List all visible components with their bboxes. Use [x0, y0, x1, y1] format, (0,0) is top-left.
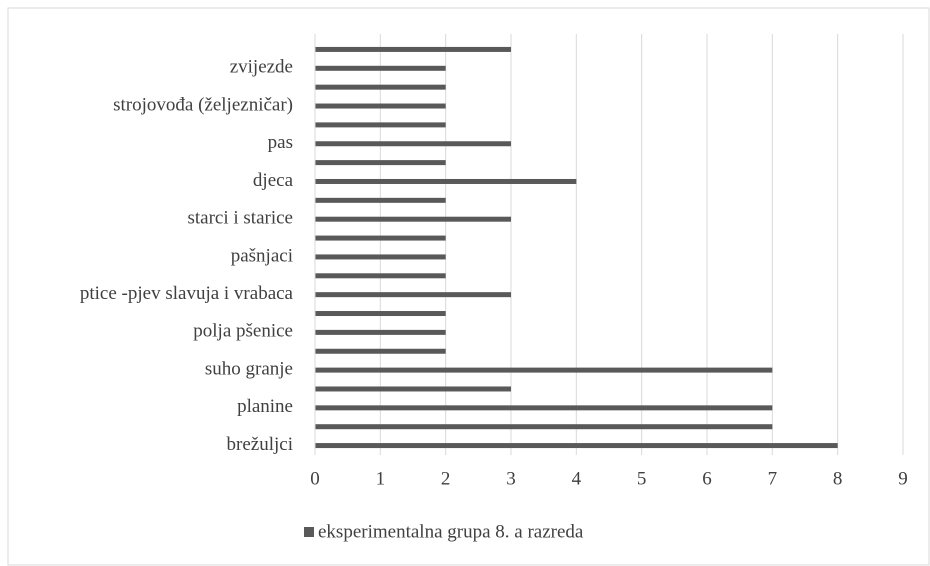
y-tick-label: suho granje — [205, 358, 293, 379]
x-tick-label: 2 — [441, 468, 451, 489]
x-tick-label: 1 — [376, 468, 386, 489]
bar — [315, 386, 511, 392]
bar — [315, 311, 446, 317]
bar — [315, 65, 446, 71]
x-tick-label: 9 — [898, 468, 908, 489]
bar — [315, 424, 773, 430]
bar — [315, 197, 446, 203]
y-tick-label: pas — [268, 132, 293, 153]
bar — [315, 348, 446, 354]
bar — [315, 273, 446, 279]
legend-swatch — [304, 527, 314, 537]
y-tick-label: strojovođa (željezničar) — [113, 94, 293, 115]
y-tick-label: djeca — [253, 170, 294, 191]
bar — [315, 46, 511, 52]
bar — [315, 254, 446, 260]
y-tick-label: planine — [237, 396, 293, 417]
y-tick-label: starci i starice — [187, 208, 293, 229]
x-tick-label: 8 — [833, 468, 843, 489]
bar — [315, 216, 511, 222]
bar — [315, 292, 511, 298]
bar — [315, 367, 773, 373]
bar — [315, 84, 446, 90]
bar — [315, 329, 446, 335]
bar — [315, 443, 838, 449]
x-tick-label: 5 — [637, 468, 647, 489]
legend-label: eksperimentalna grupa 8. a razreda — [318, 521, 584, 542]
y-tick-label: brežuljci — [227, 434, 293, 455]
y-tick-label: polja pšenice — [193, 321, 293, 342]
y-tick-label: zvijezde — [230, 57, 293, 78]
bar — [315, 141, 511, 147]
y-tick-label: ptice -pjev slavuja i vrabaca — [80, 283, 294, 304]
bar — [315, 160, 446, 166]
bar — [315, 122, 446, 128]
x-tick-label: 4 — [572, 468, 582, 489]
x-tick-label: 3 — [506, 468, 516, 489]
x-tick-label: 7 — [768, 468, 778, 489]
x-tick-label: 0 — [310, 468, 320, 489]
bar — [315, 405, 773, 411]
bar — [315, 178, 577, 184]
y-tick-label: pašnjaci — [231, 245, 293, 266]
x-tick-label: 6 — [702, 468, 712, 489]
bar — [315, 235, 446, 241]
chart-frame — [7, 7, 930, 566]
bar — [315, 103, 446, 109]
